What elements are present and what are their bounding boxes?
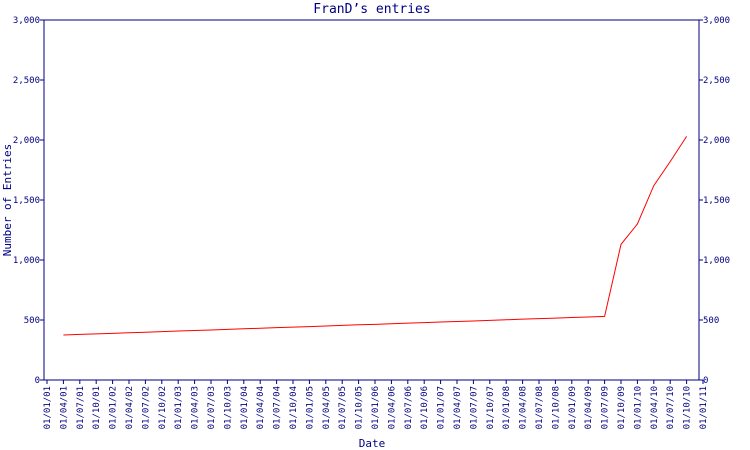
y-tick-label: 0 (35, 376, 40, 386)
x-tick-label: 01/07/10 (666, 386, 676, 429)
y2-tick-label: 2,000 (703, 136, 730, 146)
x-tick-label: 01/07/08 (535, 386, 545, 429)
x-tick-label: 01/01/04 (240, 386, 250, 429)
x-tick-label: 01/04/08 (519, 386, 529, 429)
x-tick-label: 01/01/02 (109, 386, 119, 429)
x-tick-label: 01/07/05 (338, 386, 348, 429)
x-tick-label: 01/10/01 (92, 386, 102, 429)
x-tick-label: 01/07/01 (76, 386, 86, 429)
x-tick-label: 01/01/07 (437, 386, 447, 429)
x-tick-label: 01/10/07 (486, 386, 496, 429)
x-tick-label: 01/04/07 (453, 386, 463, 429)
y2-tick-label: 3,000 (703, 16, 730, 26)
y-tick-label: 1,000 (13, 256, 40, 266)
x-tick-label: 01/01/06 (371, 386, 381, 429)
y-axis-label: Number of Entries (1, 144, 14, 257)
y-tick-label: 500 (24, 316, 40, 326)
y-tick-label: 3,000 (13, 16, 40, 26)
x-tick-label: 01/07/07 (469, 386, 479, 429)
x-tick-label: 01/04/02 (125, 386, 135, 429)
x-tick-label: 01/10/06 (420, 386, 430, 429)
x-tick-label: 01/01/11 (699, 386, 709, 429)
x-tick-label: 01/01/01 (43, 386, 53, 429)
y2-tick-label: 0 (703, 376, 708, 386)
x-tick-label: 01/04/01 (59, 386, 69, 429)
x-tick-label: 01/10/09 (617, 386, 627, 429)
x-tick-label: 01/04/03 (191, 386, 201, 429)
x-axis-label: Date (359, 437, 386, 450)
y2-tick-label: 1,000 (703, 256, 730, 266)
x-tick-label: 01/04/06 (387, 386, 397, 429)
x-tick-label: 01/10/02 (158, 386, 168, 429)
x-tick-label: 01/10/04 (289, 386, 299, 429)
x-tick-label: 01/10/10 (683, 386, 693, 429)
y2-tick-label: 500 (703, 316, 719, 326)
x-tick-label: 01/01/03 (174, 386, 184, 429)
y-tick-label: 2,000 (13, 136, 40, 146)
y2-tick-label: 1,500 (703, 196, 730, 206)
x-tick-label: 01/07/04 (273, 386, 283, 429)
y2-tick-label: 2,500 (703, 76, 730, 86)
x-tick-label: 01/04/09 (584, 386, 594, 429)
data-line (63, 136, 688, 336)
x-tick-label: 01/04/10 (650, 386, 660, 429)
x-tick-label: 01/01/05 (305, 386, 315, 429)
x-tick-label: 01/01/08 (502, 386, 512, 429)
x-tick-label: 01/07/03 (207, 386, 217, 429)
x-tick-label: 01/04/04 (256, 386, 266, 429)
x-tick-label: 01/10/08 (551, 386, 561, 429)
x-tick-label: 01/10/03 (223, 386, 233, 429)
y-tick-label: 1,500 (13, 196, 40, 206)
x-tick-label: 01/10/05 (355, 386, 365, 429)
x-tick-label: 01/01/10 (633, 386, 643, 429)
x-tick-label: 01/07/02 (141, 386, 151, 429)
x-tick-label: 01/04/05 (322, 386, 332, 429)
x-tick-label: 01/01/09 (568, 386, 578, 429)
y-tick-label: 2,500 (13, 76, 40, 86)
x-tick-label: 01/07/09 (601, 386, 611, 429)
x-tick-label: 01/07/06 (404, 386, 414, 429)
chart-title: FranD’s entries (313, 2, 430, 17)
